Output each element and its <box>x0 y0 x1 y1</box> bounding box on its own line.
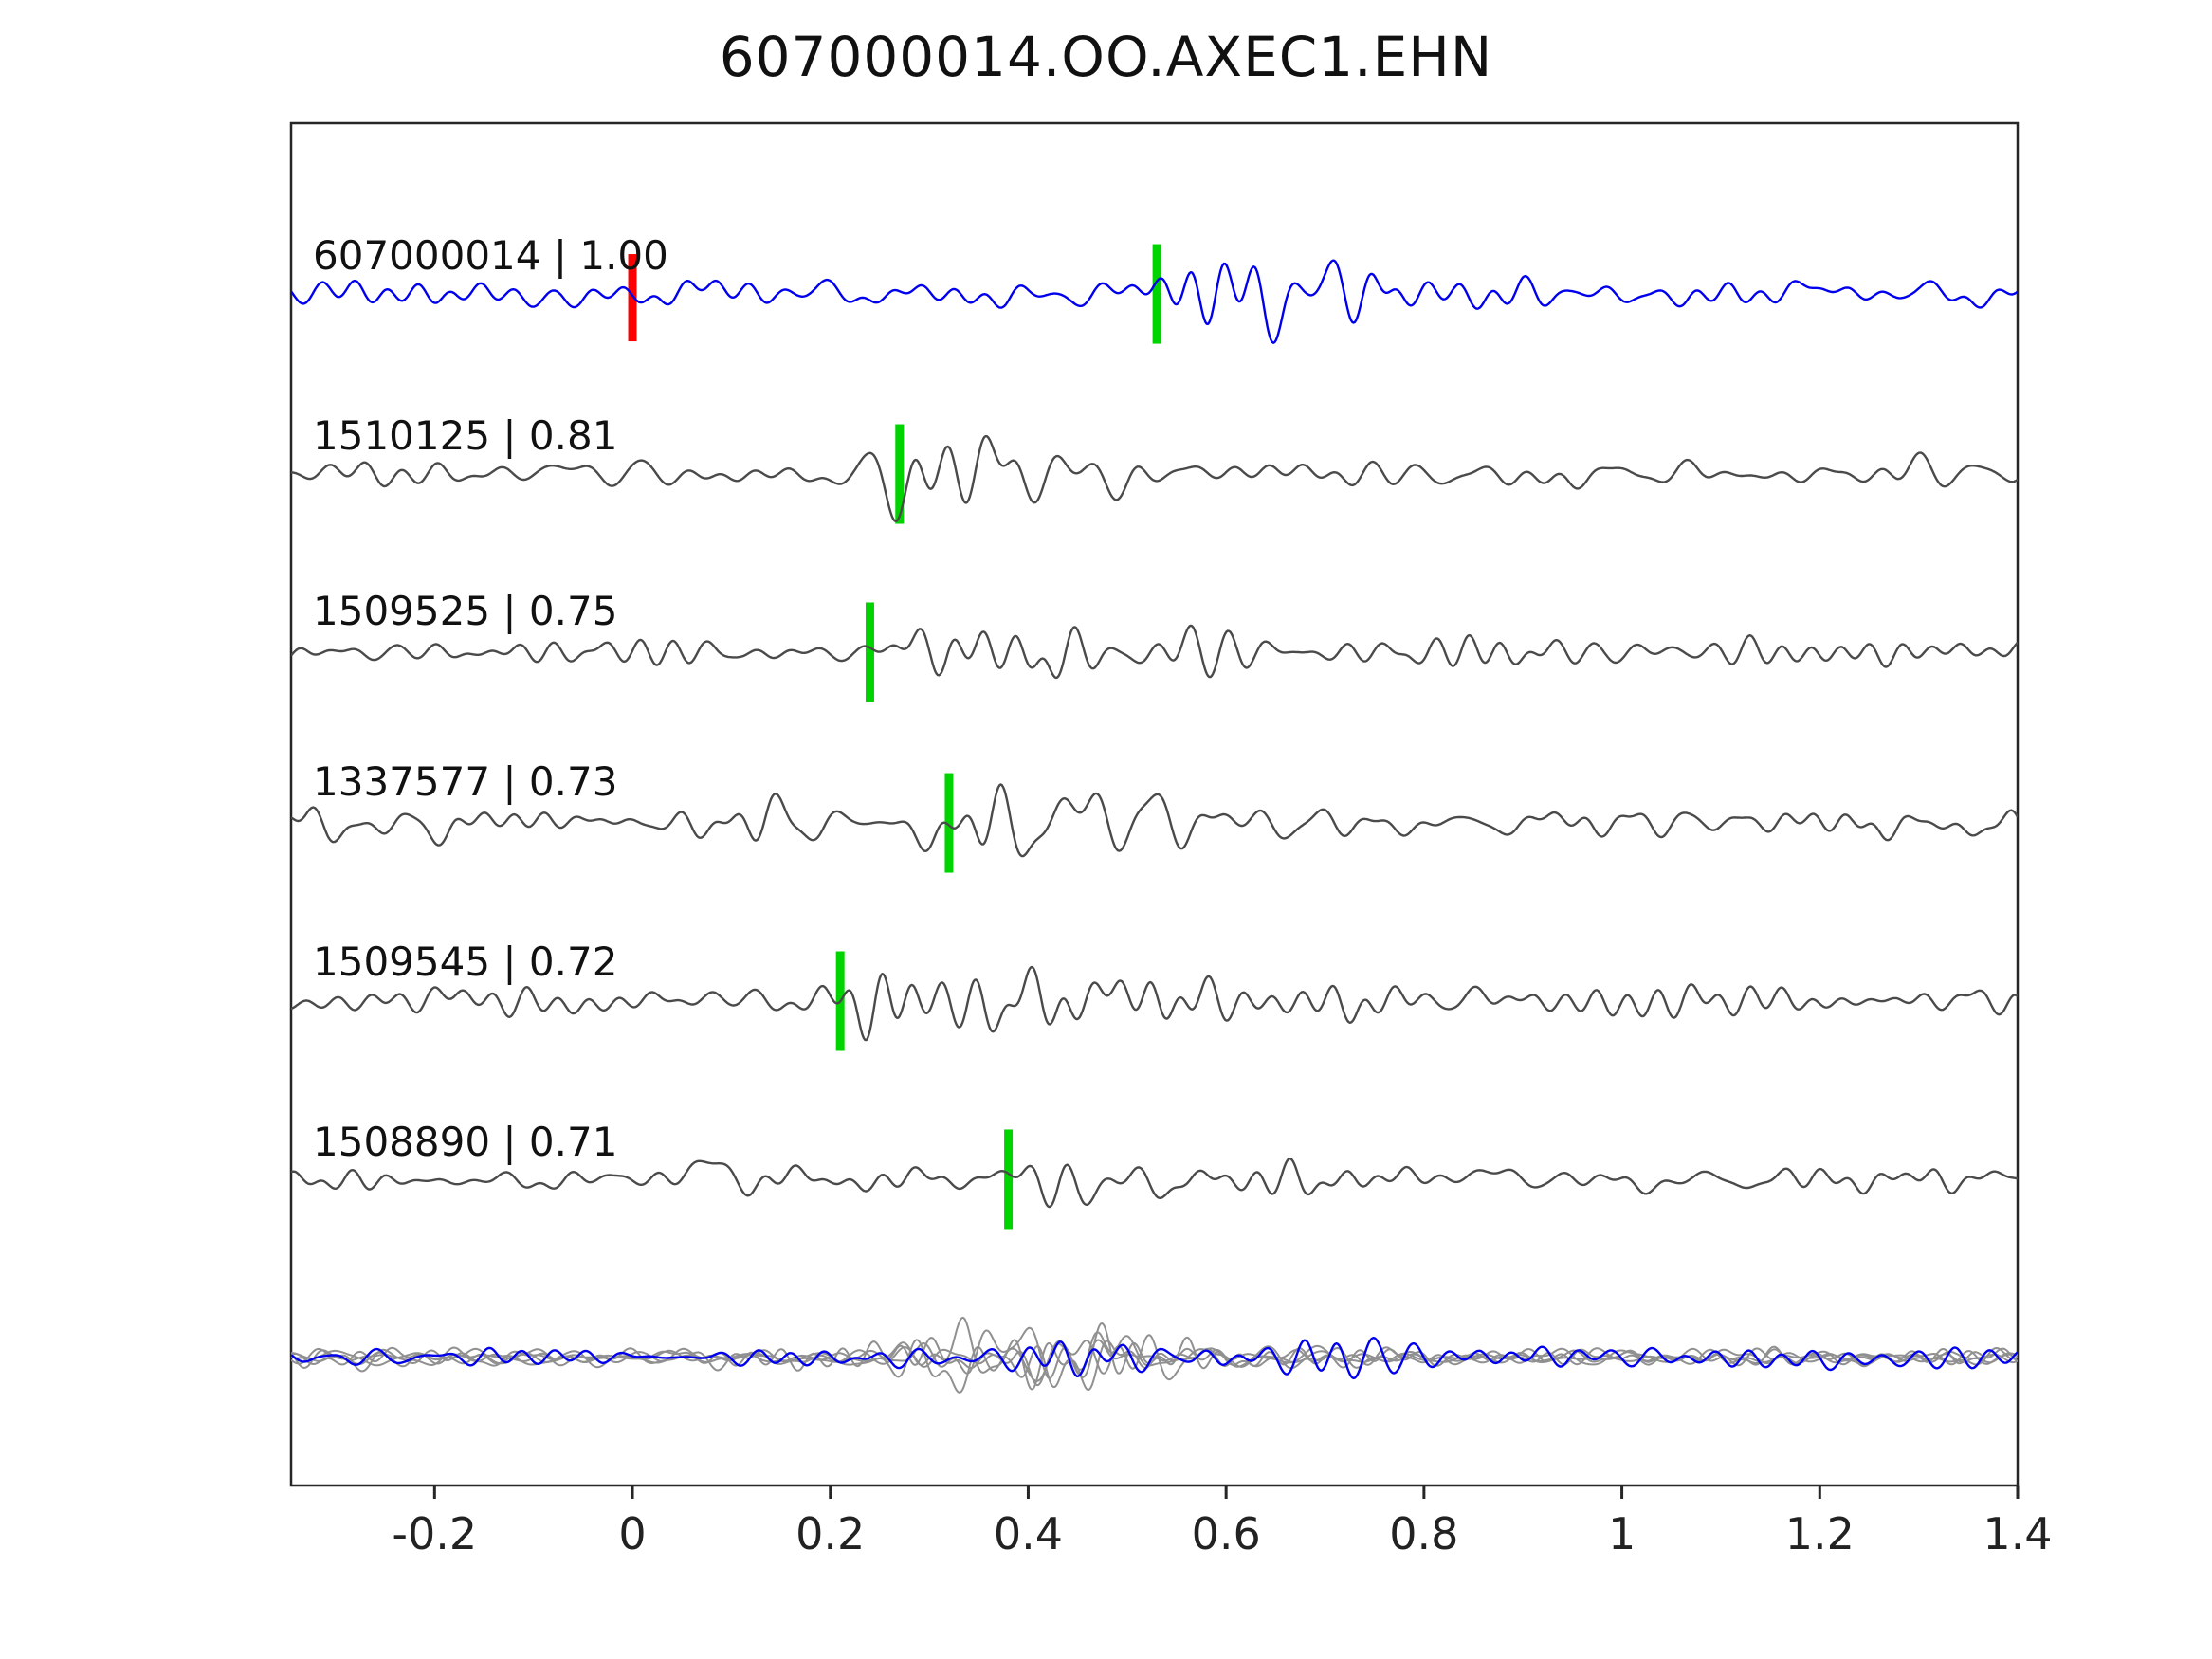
waveform-trace-1337577 <box>291 783 2018 858</box>
waveform-trace-1508890 <box>291 1158 2018 1209</box>
waveform-trace-607000014 <box>291 259 2018 344</box>
x-tick-label: 0.8 <box>1389 1508 1459 1559</box>
x-tick-label: -0.2 <box>392 1508 478 1559</box>
trace-label-detection-4: 1509545 | 0.72 <box>313 939 618 985</box>
origin-marker-607000014 <box>628 254 637 342</box>
pick-marker-1510125 <box>895 424 905 524</box>
trace-label-detection-2: 1509525 | 0.75 <box>313 588 618 634</box>
x-tick-label: 1.2 <box>1784 1508 1855 1559</box>
waveform-trace-1509525 <box>291 624 2018 680</box>
trace-label-detection-1: 1510125 | 0.81 <box>313 412 618 459</box>
trace-label-template: 607000014 | 1.00 <box>313 232 668 279</box>
x-tick-label: 0.4 <box>993 1508 1064 1559</box>
pick-marker-1509525 <box>865 602 874 702</box>
pick-marker-1508890 <box>1004 1129 1014 1230</box>
x-tick-label: 0.6 <box>1191 1508 1261 1559</box>
pick-marker-1337577 <box>944 773 954 873</box>
trace-label-detection-3: 1337577 | 0.73 <box>313 758 618 805</box>
x-tick-label: 1.4 <box>1983 1508 2053 1559</box>
pick-marker-607000014 <box>1152 244 1161 344</box>
waveform-trace-1510125 <box>291 434 2018 523</box>
plot-title: 607000014.OO.AXEC1.EHN <box>719 25 1493 89</box>
plot-border <box>289 121 2020 1487</box>
waveform-trace-1509545 <box>291 965 2018 1042</box>
overlay-trace-3 <box>291 1322 2018 1387</box>
x-tick-label: 0.2 <box>795 1508 866 1559</box>
x-tick-label: 1 <box>1607 1508 1636 1559</box>
trace-label-detection-5: 1508890 | 0.71 <box>313 1119 618 1165</box>
waveforms-group <box>291 244 2018 1394</box>
x-tick-label: 0 <box>618 1508 647 1559</box>
overlay-trace-4 <box>291 1329 2018 1382</box>
overlay-trace-5 <box>291 1337 2018 1380</box>
